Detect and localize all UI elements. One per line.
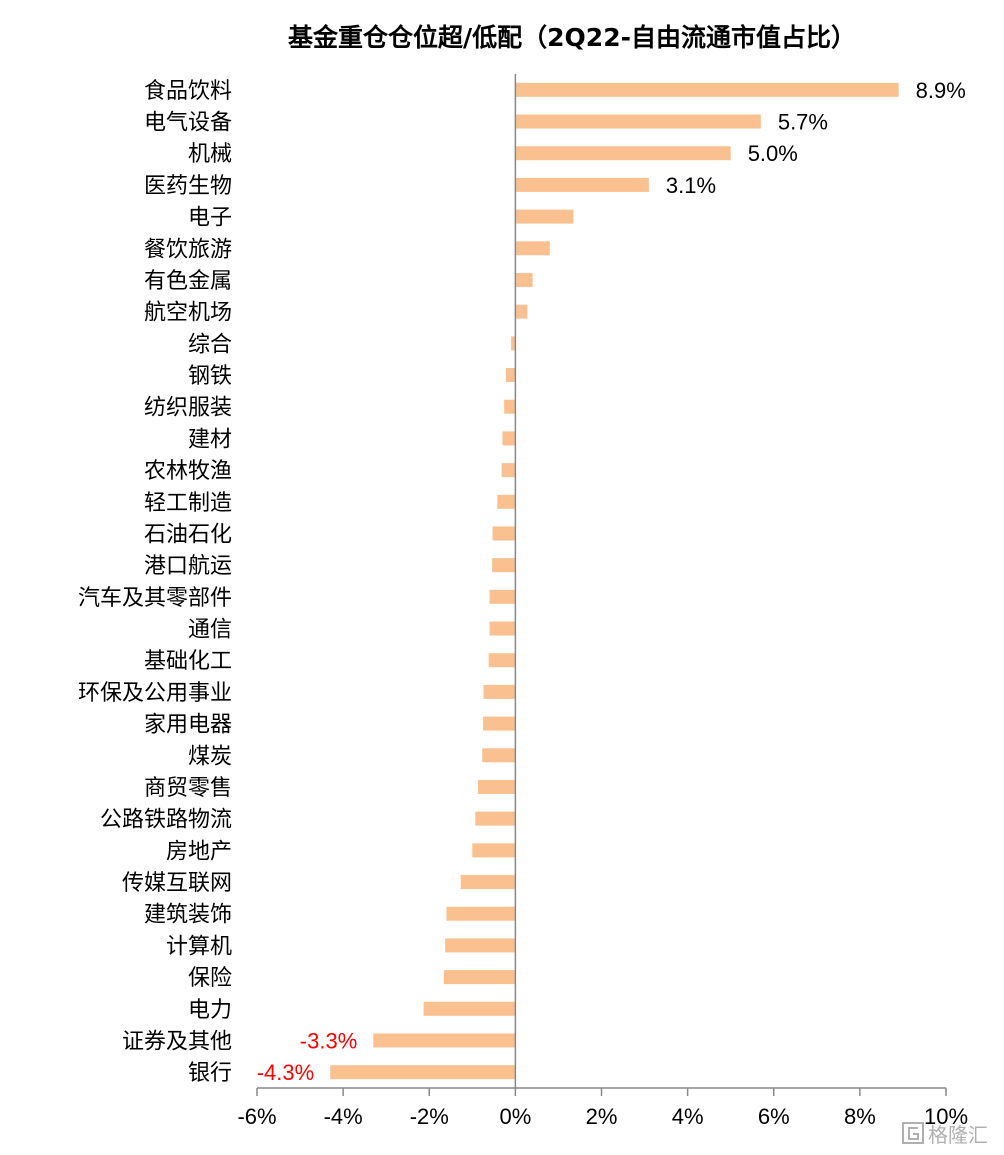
bar-4 [515, 177, 649, 192]
data-label: 8.9% [916, 78, 966, 103]
bar-14 [497, 494, 516, 509]
bar-9 [511, 336, 516, 351]
category-label: 环保及公用事业 [78, 681, 232, 706]
chart-title: 基金重仓仓位超/低配（2Q22-自由流通市值占比） [288, 23, 856, 52]
bar-27 [446, 906, 516, 921]
x-tick-label: 10% [924, 1104, 968, 1129]
bar-31 [373, 1033, 516, 1048]
watermark-text: 格隆汇 [928, 1123, 988, 1147]
category-label: 银行 [188, 1061, 232, 1086]
category-label: 商贸零售 [144, 776, 232, 801]
category-label: 纺织服装 [144, 396, 232, 421]
category-label: 煤炭 [188, 744, 232, 769]
bar-24 [475, 811, 516, 826]
bar-13 [501, 463, 516, 478]
bar-16 [492, 558, 516, 573]
bar-32 [330, 1065, 516, 1080]
bar-22 [482, 748, 516, 763]
data-label: 3.1% [666, 173, 716, 198]
x-tick-label: 6% [758, 1104, 790, 1129]
bar-15 [492, 526, 516, 541]
bar-21 [483, 716, 516, 731]
category-label: 有色金属 [144, 269, 232, 294]
bar-20 [483, 684, 516, 699]
category-label: 港口航运 [144, 554, 232, 579]
category-label: 建筑装饰 [144, 903, 232, 928]
bar-10 [505, 368, 516, 383]
category-label: 石油石化 [144, 522, 232, 547]
x-tick-label: -4% [324, 1104, 363, 1129]
bar-8 [515, 304, 528, 319]
category-label: 轻工制造 [144, 491, 232, 516]
category-label: 综合 [188, 332, 232, 357]
bars-group [330, 82, 899, 1080]
data-label: 5.7% [778, 110, 828, 135]
bar-11 [504, 399, 516, 414]
category-label: 基础化工 [144, 649, 232, 674]
bar-19 [488, 653, 516, 668]
bar-30 [423, 1001, 516, 1016]
x-tick-label: -6% [237, 1104, 276, 1129]
category-label: 建材 [188, 427, 232, 452]
category-label: 医药生物 [144, 174, 232, 199]
category-label: 农林牧渔 [144, 459, 232, 484]
bar-6 [515, 241, 550, 256]
g-logo-icon-mark [908, 1127, 919, 1140]
category-label: 汽车及其零部件 [78, 586, 232, 611]
category-label: 公路铁路物流 [100, 808, 232, 833]
bar-26 [460, 875, 516, 890]
bar-2 [515, 114, 761, 129]
x-tick-label: 0% [499, 1104, 531, 1129]
category-label: 电子 [188, 206, 232, 231]
category-label: 计算机 [166, 934, 232, 959]
category-label: 食品饮料 [144, 79, 232, 104]
data-labels: 8.9% 5.7% 5.0% 3.1% -3.3% -4.3% [257, 78, 966, 1085]
watermark: 格隆汇 [902, 1122, 988, 1147]
g-logo-icon [902, 1122, 924, 1144]
x-tick-label: -2% [410, 1104, 449, 1129]
category-label: 传媒互联网 [122, 871, 232, 896]
category-label: 航空机场 [144, 301, 232, 326]
bar-3 [515, 146, 731, 161]
category-label: 钢铁 [188, 364, 232, 389]
bar-29 [443, 970, 516, 985]
bar-17 [489, 589, 516, 604]
category-label: 机械 [188, 142, 232, 167]
bar-18 [489, 621, 516, 636]
category-label: 餐饮旅游 [144, 237, 232, 262]
x-tick-label: 4% [672, 1104, 704, 1129]
bar-25 [472, 843, 516, 858]
category-label: 电气设备 [144, 111, 232, 136]
x-tick-label: 8% [844, 1104, 876, 1129]
bar-1 [515, 82, 899, 97]
data-label: -3.3% [300, 1028, 357, 1053]
category-labels: 食品饮料电气设备机械医药生物电子餐饮旅游有色金属航空机场综合钢铁纺织服装建材农林… [78, 79, 232, 1086]
bar-12 [502, 431, 516, 446]
bar-23 [477, 779, 516, 794]
category-label: 通信 [188, 618, 232, 643]
data-label: 5.0% [748, 141, 798, 166]
category-label: 保险 [188, 966, 232, 991]
bar-7 [515, 272, 533, 287]
category-label: 电力 [188, 998, 232, 1023]
category-label: 房地产 [166, 839, 232, 864]
category-label: 证券及其他 [122, 1029, 232, 1054]
bar-28 [445, 938, 516, 953]
x-tick-label: 2% [586, 1104, 618, 1129]
category-label: 家用电器 [144, 713, 232, 738]
bar-5 [515, 209, 574, 224]
data-label: -4.3% [257, 1060, 314, 1085]
axes-group: -6% -4% -2% 0% 2% 4% 6% 8% 10% [237, 74, 968, 1129]
